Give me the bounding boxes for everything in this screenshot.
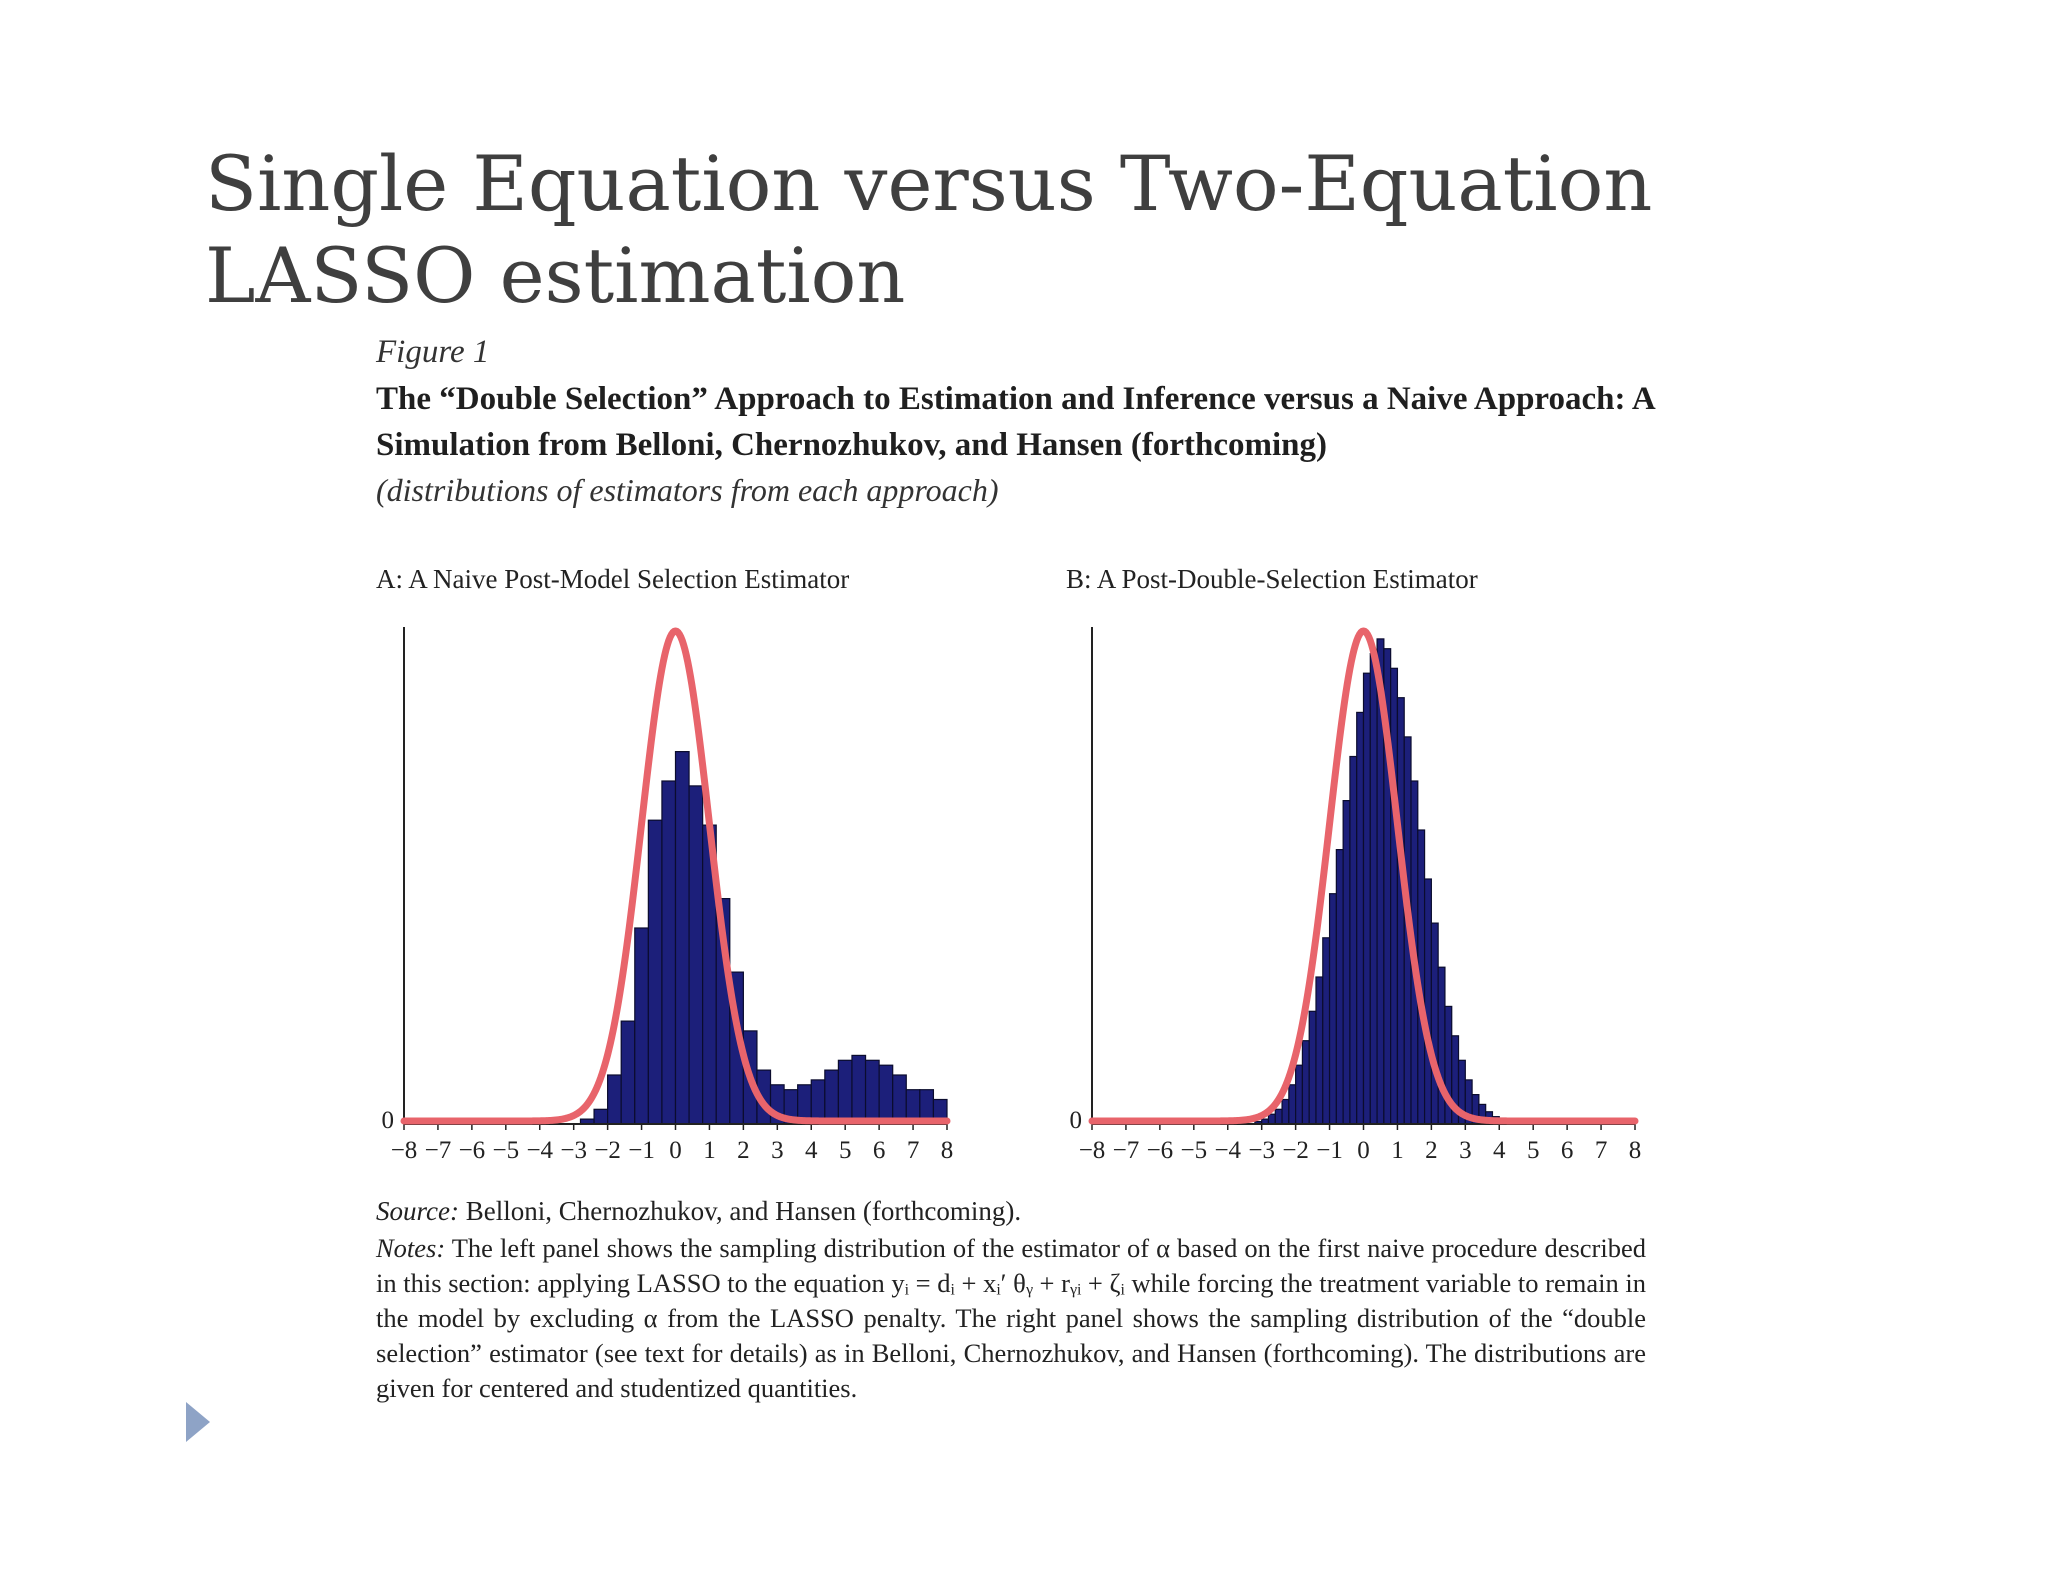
source-text: Belloni, Chernozhukov, and Hansen (forth… <box>458 1196 1022 1226</box>
histogram-bar <box>647 819 663 1125</box>
histogram-bar <box>634 927 649 1125</box>
panel-a-title: A: A Naive Post-Model Selection Estimato… <box>376 564 850 594</box>
histogram-bar <box>1335 849 1344 1125</box>
x-tick-label: 2 <box>1425 1137 1438 1164</box>
histogram-bar <box>1322 937 1331 1125</box>
x-tick-label: 5 <box>839 1137 852 1164</box>
x-tick-label: 8 <box>1629 1137 1642 1164</box>
histogram-bar <box>1281 1098 1290 1125</box>
histogram-bar <box>837 1059 853 1125</box>
histogram-bar <box>661 780 677 1125</box>
x-tick-label: −5 <box>1181 1137 1208 1164</box>
x-tick-label: 2 <box>737 1137 750 1164</box>
y-tick-label: 0 <box>1070 1107 1083 1134</box>
figure-subtitle: (distributions of estimators from each a… <box>376 472 999 508</box>
histogram-bar <box>851 1054 867 1125</box>
x-tick-label: 4 <box>1493 1137 1506 1164</box>
histogram-bar <box>1437 966 1446 1125</box>
x-tick-label: −7 <box>425 1137 452 1164</box>
histogram-bar <box>1328 893 1337 1125</box>
x-tick-label: −8 <box>1079 1137 1106 1164</box>
x-tick-label: −6 <box>1147 1137 1174 1164</box>
x-tick-label: 0 <box>669 1137 682 1164</box>
x-tick-label: 6 <box>1561 1137 1574 1164</box>
x-tick-label: 0 <box>1357 1137 1370 1164</box>
x-tick-label: 7 <box>907 1137 920 1164</box>
x-tick-label: −2 <box>594 1137 621 1164</box>
histogram-bar <box>674 751 690 1125</box>
histogram-bar <box>1362 672 1371 1125</box>
panel-a-chart: −8 −7 −6 −5 −4 −3 −2 −1 0 1 2 3 4 5 6 7 80 <box>382 627 954 1164</box>
histogram-bar <box>1356 711 1365 1125</box>
x-tick-label: −4 <box>526 1137 553 1164</box>
histogram-bar <box>864 1059 880 1125</box>
panel-b-chart: −8 −7 −6 −5 −4 −3 −2 −1 0 1 2 3 4 5 6 7 80 <box>1070 627 1642 1164</box>
x-tick-label: −4 <box>1214 1137 1241 1164</box>
histogram-bar <box>1396 697 1405 1125</box>
x-tick-label: −2 <box>1282 1137 1309 1164</box>
normal-reference-curve <box>400 627 951 1125</box>
figure-label: Figure 1 <box>376 334 490 370</box>
x-tick-label: −3 <box>1248 1137 1275 1164</box>
x-tick-label: 5 <box>1527 1137 1540 1164</box>
x-tick-label: 4 <box>805 1137 818 1164</box>
x-tick-label: 1 <box>703 1137 716 1164</box>
x-tick-label: 7 <box>1595 1137 1608 1164</box>
histogram-bar <box>607 1074 622 1125</box>
panel-b-title: B: A Post-Double-Selection Estimator <box>1066 564 1478 594</box>
histogram-bar <box>878 1064 894 1125</box>
figure-title: The “Double Selection” Approach to Estim… <box>376 381 1654 463</box>
histogram-bar <box>892 1074 907 1125</box>
notes-text: The left panel shows the sampling distri… <box>376 1233 1646 1403</box>
histogram-bar <box>1295 1064 1304 1125</box>
histogram-bar <box>1274 1108 1283 1125</box>
histogram-bar <box>1342 800 1351 1125</box>
histogram-bar <box>1267 1113 1276 1125</box>
histogram-bar <box>1288 1084 1297 1125</box>
histogram-bar <box>688 785 704 1125</box>
figure-notes: Notes: The left panel shows the sampling… <box>376 1231 1646 1406</box>
x-tick-label: −5 <box>493 1137 520 1164</box>
x-tick-label: −8 <box>391 1137 418 1164</box>
histogram-bar <box>1349 755 1358 1125</box>
x-tick-label: 8 <box>941 1137 954 1164</box>
x-tick-label: 3 <box>771 1137 784 1164</box>
source-label: Source: <box>376 1196 459 1226</box>
figure-source: Source: Belloni, Chernozhukov, and Hanse… <box>376 1196 1021 1227</box>
x-tick-label: −3 <box>560 1137 587 1164</box>
x-tick-label: 1 <box>1391 1137 1404 1164</box>
histogram-bar <box>824 1069 840 1125</box>
histogram-bar <box>1308 1010 1317 1125</box>
notes-label: Notes: <box>376 1233 446 1263</box>
x-tick-label: −1 <box>1316 1137 1343 1164</box>
next-slide-arrow-icon[interactable] <box>186 1402 210 1442</box>
normal-reference-curve <box>1088 627 1639 1125</box>
x-tick-label: −1 <box>628 1137 655 1164</box>
x-tick-label: 3 <box>1459 1137 1472 1164</box>
y-tick-label: 0 <box>382 1107 395 1134</box>
x-tick-label: 6 <box>873 1137 886 1164</box>
histogram-bar <box>1423 878 1432 1125</box>
histogram-bar <box>1390 667 1399 1125</box>
x-tick-label: −6 <box>459 1137 486 1164</box>
slide-title: Single Equation versus Two-Equation LASS… <box>205 139 1653 320</box>
histogram-bar <box>1315 976 1324 1125</box>
histogram-bar <box>593 1108 609 1125</box>
histogram-bar <box>620 1020 636 1125</box>
x-tick-label: −7 <box>1113 1137 1140 1164</box>
histogram-bar <box>1369 652 1378 1125</box>
histogram-bar <box>1301 1040 1310 1125</box>
histogram-bar <box>1430 922 1439 1125</box>
